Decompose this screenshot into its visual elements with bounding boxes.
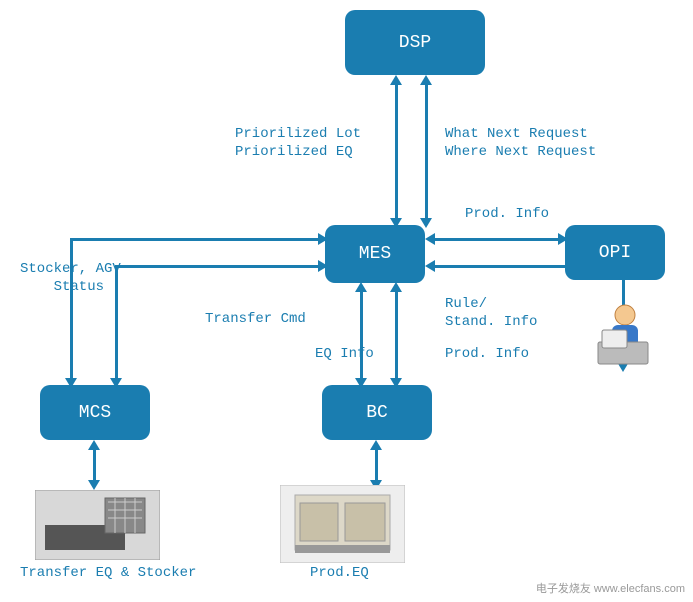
label-dsp-mes-right: What Next Request Where Next Request bbox=[445, 125, 596, 161]
arrow-mes-bc-right-up bbox=[390, 282, 402, 292]
arrow-mes-bc-left-down bbox=[355, 378, 367, 388]
arrow-dsp-mes-left-up bbox=[390, 75, 402, 85]
edge-mes-mcs-mid-h bbox=[115, 265, 325, 268]
arrow-mes-mcs-mid-right bbox=[318, 260, 328, 272]
arrow-mes-opi-top-left bbox=[425, 233, 435, 245]
node-mes-label: MES bbox=[359, 244, 391, 264]
arrow-dsp-mes-right-down bbox=[420, 218, 432, 228]
edge-dsp-mes-left bbox=[395, 82, 398, 220]
label-mes-bc: EQ Info bbox=[315, 345, 374, 363]
arrow-bc-eq-up bbox=[370, 440, 382, 450]
label-mes-mcs-top: Stocker, AGV Status bbox=[20, 260, 121, 296]
label-mes-opi-top: Prod. Info bbox=[465, 205, 549, 223]
node-opi: OPI bbox=[565, 225, 665, 280]
label-mes-opi-bot2: Prod. Info bbox=[445, 345, 529, 363]
operator-person-icon bbox=[590, 300, 660, 370]
node-mcs: MCS bbox=[40, 385, 150, 440]
node-opi-label: OPI bbox=[599, 243, 631, 263]
node-bc: BC bbox=[322, 385, 432, 440]
edge-mes-bc-right bbox=[395, 288, 398, 380]
edge-mes-opi-bot-h bbox=[430, 265, 625, 268]
prod-equipment-image bbox=[280, 485, 405, 563]
arrow-mes-bc-right-down bbox=[390, 378, 402, 388]
edge-dsp-mes-right bbox=[425, 82, 428, 220]
arrow-dsp-mes-left-down bbox=[390, 218, 402, 228]
watermark: 电子发烧友 www.elecfans.com bbox=[536, 580, 685, 596]
arrow-mcs-eq-down bbox=[88, 480, 100, 490]
label-mes-mcs-bot: Transfer Cmd bbox=[205, 310, 306, 328]
edge-mcs-eq bbox=[93, 445, 96, 483]
caption-transfer: Transfer EQ & Stocker bbox=[20, 565, 196, 581]
edge-mes-mcs-top-h bbox=[70, 238, 325, 241]
arrow-mcs-eq-up bbox=[88, 440, 100, 450]
arrow-dsp-mes-right-up bbox=[420, 75, 432, 85]
node-mes: MES bbox=[325, 225, 425, 283]
edge-mes-bc-left bbox=[360, 288, 363, 380]
arrow-mes-opi-bot-left bbox=[425, 260, 435, 272]
arrow-mes-bc-left-up bbox=[355, 282, 367, 292]
node-dsp: DSP bbox=[345, 10, 485, 75]
edge-mes-opi-top bbox=[430, 238, 560, 241]
label-mes-opi-bot1: Rule/ Stand. Info bbox=[445, 295, 537, 331]
node-mcs-label: MCS bbox=[79, 403, 111, 423]
label-dsp-mes-left: Priorilized Lot Priorilized EQ bbox=[235, 125, 361, 161]
stocker-equipment-image bbox=[35, 490, 160, 560]
caption-prodeq: Prod.EQ bbox=[310, 565, 369, 581]
arrow-mes-opi-top-right bbox=[558, 233, 568, 245]
node-bc-label: BC bbox=[366, 403, 388, 423]
arrow-mes-mcs-top-right bbox=[318, 233, 328, 245]
edge-bc-eq bbox=[375, 445, 378, 483]
arrow-mes-mcs-mid-down bbox=[110, 378, 122, 388]
arrow-mes-mcs-top-down bbox=[65, 378, 77, 388]
node-dsp-label: DSP bbox=[399, 33, 431, 53]
